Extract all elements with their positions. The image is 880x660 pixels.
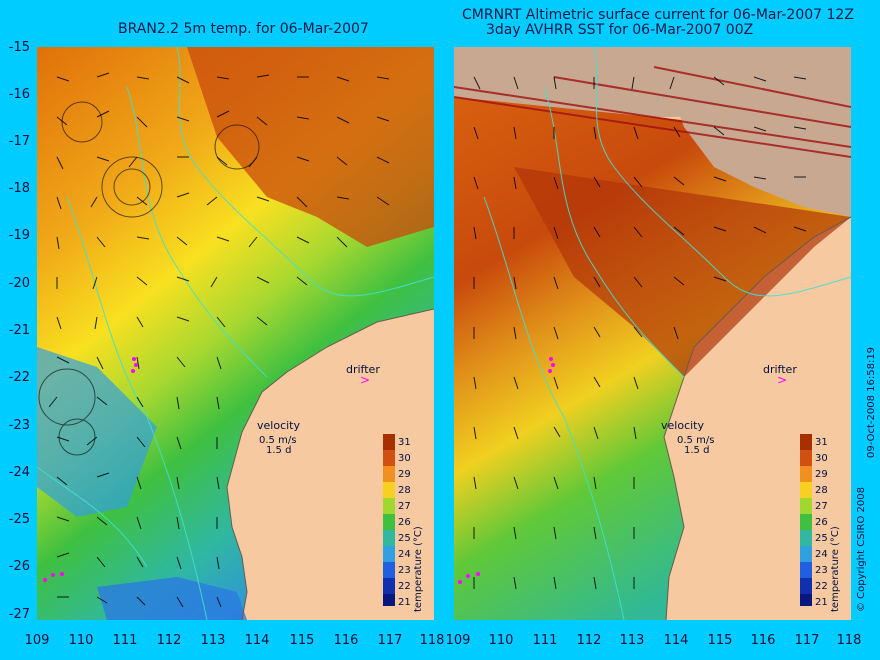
drifter-tracks bbox=[458, 357, 555, 584]
lon-tick: 113 bbox=[619, 633, 645, 648]
coastline bbox=[226, 308, 434, 620]
colorbar-tick: 31 bbox=[398, 437, 411, 448]
colorbar-tick: 25 bbox=[815, 533, 828, 544]
lon-tick: 111 bbox=[112, 633, 138, 648]
lon-tick: 117 bbox=[794, 633, 820, 648]
colorbar bbox=[800, 434, 812, 606]
velocity-arrows bbox=[48, 72, 390, 608]
colorbar-tick: 25 bbox=[398, 533, 411, 544]
colorbar-tick: 29 bbox=[398, 469, 411, 480]
drifter-label: drifter bbox=[763, 363, 797, 376]
colorbar-tick: 26 bbox=[398, 517, 411, 528]
right-map-panel: > drifter velocity 0.5 m/s 1.5 d 31 30 2… bbox=[454, 47, 851, 620]
lat-tick: -16 bbox=[8, 87, 30, 102]
cloud-streaks bbox=[454, 66, 851, 158]
lat-tick: -26 bbox=[8, 559, 30, 574]
colorbar-tick: 21 bbox=[398, 597, 411, 608]
velocity-period: 1.5 d bbox=[266, 445, 292, 456]
lat-tick: -22 bbox=[8, 370, 30, 385]
coastline bbox=[663, 216, 851, 620]
lon-tick: 109 bbox=[445, 633, 471, 648]
left-panel-title: BRAN2.2 5m temp. for 06-Mar-2007 bbox=[118, 21, 369, 37]
lat-tick: -27 bbox=[8, 607, 30, 622]
colorbar-tick: 24 bbox=[815, 549, 828, 560]
lon-tick: 110 bbox=[488, 633, 514, 648]
colorbar-tick: 30 bbox=[815, 453, 828, 464]
lon-tick: 117 bbox=[377, 633, 403, 648]
lon-tick: 114 bbox=[663, 633, 689, 648]
colorbar-tick: 29 bbox=[815, 469, 828, 480]
colorbar-tick: 24 bbox=[398, 549, 411, 560]
lat-tick: -25 bbox=[8, 512, 30, 527]
lat-tick: -19 bbox=[8, 228, 30, 243]
lon-tick: 115 bbox=[707, 633, 733, 648]
lon-tick: 116 bbox=[750, 633, 776, 648]
lon-tick: 112 bbox=[156, 633, 182, 648]
timestamp-text: 09-Oct-2008 16:58:19 bbox=[866, 346, 877, 458]
colorbar-tick: 31 bbox=[815, 437, 828, 448]
velocity-label: velocity bbox=[661, 419, 704, 432]
lat-tick: -23 bbox=[8, 418, 30, 433]
colorbar-tick: 30 bbox=[398, 453, 411, 464]
velocity-period: 1.5 d bbox=[684, 445, 710, 456]
lat-tick: -21 bbox=[8, 323, 30, 338]
right-panel-title-line1: CMRNRT Altimetric surface current for 06… bbox=[462, 7, 854, 23]
lon-tick: 118 bbox=[419, 633, 445, 648]
velocity-scale: 0.5 m/s bbox=[677, 435, 715, 446]
colorbar-tick: 22 bbox=[398, 581, 411, 592]
right-panel-title-line2: 3day AVHRR SST for 06-Mar-2007 00Z bbox=[486, 22, 754, 38]
copyright-text: © Copyright CSIRO 2008 bbox=[856, 487, 867, 612]
lat-tick: -18 bbox=[8, 181, 30, 196]
colorbar-tick: 21 bbox=[815, 597, 828, 608]
colorbar-title: temperature (°C) bbox=[830, 526, 841, 612]
colorbar-tick: 23 bbox=[398, 565, 411, 576]
eddy-swirls bbox=[38, 101, 260, 456]
drifter-tracks bbox=[43, 357, 138, 582]
lon-tick: 115 bbox=[289, 633, 315, 648]
lon-tick: 118 bbox=[836, 633, 862, 648]
colorbar-tick: 26 bbox=[815, 517, 828, 528]
lon-tick: 111 bbox=[532, 633, 558, 648]
left-map-panel: > drifter velocity 0.5 m/s 1.5 d 31 30 2… bbox=[37, 47, 434, 620]
velocity-scale: 0.5 m/s bbox=[259, 435, 297, 446]
colorbar-tick: 27 bbox=[815, 501, 828, 512]
lon-tick: 109 bbox=[24, 633, 50, 648]
right-map-svg: > bbox=[454, 47, 851, 620]
colorbar-tick: 28 bbox=[398, 485, 411, 496]
colorbar-tick: 28 bbox=[815, 485, 828, 496]
lon-tick: 112 bbox=[576, 633, 602, 648]
drifter-marker: > bbox=[777, 373, 787, 387]
lat-tick: -15 bbox=[8, 40, 30, 55]
warm-water-region bbox=[514, 167, 851, 377]
velocity-arrows bbox=[473, 76, 807, 590]
drifter-marker: > bbox=[360, 373, 370, 387]
lon-tick: 110 bbox=[68, 633, 94, 648]
lon-tick: 116 bbox=[333, 633, 359, 648]
left-map-svg: > bbox=[37, 47, 434, 620]
deep-cool-region bbox=[97, 577, 247, 620]
lon-tick: 113 bbox=[200, 633, 226, 648]
warm-water-region bbox=[187, 47, 434, 247]
velocity-label: velocity bbox=[257, 419, 300, 432]
lon-tick: 114 bbox=[244, 633, 270, 648]
colorbar-title: temperature (°C) bbox=[413, 526, 424, 612]
bathymetry-contours bbox=[483, 47, 851, 620]
colorbar-tick: 23 bbox=[815, 565, 828, 576]
lat-tick: -24 bbox=[8, 465, 30, 480]
bathymetry-contours bbox=[37, 47, 434, 620]
lat-tick: -17 bbox=[8, 134, 30, 149]
lat-tick: -20 bbox=[8, 276, 30, 291]
drifter-label: drifter bbox=[346, 363, 380, 376]
colorbar-tick: 27 bbox=[398, 501, 411, 512]
colorbar-tick: 22 bbox=[815, 581, 828, 592]
colorbar bbox=[383, 434, 395, 606]
cool-water-region bbox=[37, 347, 157, 517]
